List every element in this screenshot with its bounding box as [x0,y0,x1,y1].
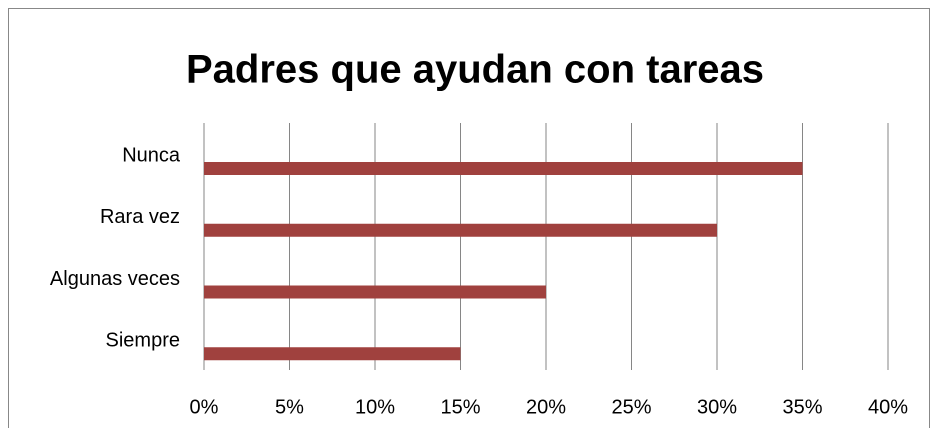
x-tick-label: 5% [275,396,304,418]
y-tick-label: Siempre [106,330,180,352]
y-tick-label: Algunas veces [50,268,180,290]
y-tick-label: Rara vez [100,206,180,228]
x-tick-label: 0% [190,396,219,418]
chart-border [8,8,930,428]
x-tick-label: 10% [355,396,395,418]
x-tick-label: 30% [697,396,737,418]
x-tick-label: 40% [868,396,908,418]
x-tick-label: 35% [782,396,822,418]
bar [204,223,717,237]
bar [204,162,803,175]
bar [204,347,461,361]
chart-title: Padres que ayudan con tareas [186,48,764,92]
y-tick-label: Nunca [122,144,181,166]
x-tick-label: 15% [440,396,480,418]
bar [204,285,546,299]
x-tick-label: 20% [526,396,566,418]
x-tick-label: 25% [611,396,651,418]
